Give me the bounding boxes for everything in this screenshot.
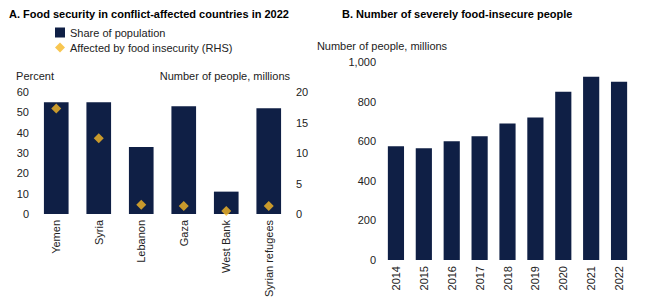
svg-text:2015: 2015 bbox=[418, 266, 430, 290]
svg-text:2014: 2014 bbox=[390, 266, 402, 290]
svg-text:0: 0 bbox=[370, 254, 376, 266]
svg-text:Lebanon: Lebanon bbox=[135, 220, 147, 263]
svg-text:50: 50 bbox=[17, 106, 29, 118]
svg-text:Number of people, millions: Number of people, millions bbox=[317, 40, 448, 52]
svg-text:20: 20 bbox=[17, 167, 29, 179]
svg-text:0: 0 bbox=[23, 208, 29, 220]
svg-text:A. Food security in conflict-a: A. Food security in conflict-affected co… bbox=[9, 8, 289, 20]
svg-text:20: 20 bbox=[296, 86, 308, 98]
svg-text:West Bank: West Bank bbox=[220, 220, 232, 273]
svg-text:15: 15 bbox=[296, 117, 308, 129]
svg-text:5: 5 bbox=[296, 178, 302, 190]
svg-text:200: 200 bbox=[358, 214, 376, 226]
svg-text:40: 40 bbox=[17, 127, 29, 139]
svg-text:2016: 2016 bbox=[446, 266, 458, 290]
svg-text:2018: 2018 bbox=[502, 266, 514, 290]
svg-text:Syrian refugees: Syrian refugees bbox=[263, 220, 275, 298]
svg-text:60: 60 bbox=[17, 86, 29, 98]
svg-text:Affected by food insecurity (R: Affected by food insecurity (RHS) bbox=[70, 42, 232, 54]
svg-text:Gaza: Gaza bbox=[178, 219, 190, 246]
svg-text:10: 10 bbox=[296, 147, 308, 159]
svg-text:Syria: Syria bbox=[93, 219, 105, 245]
svg-text:2020: 2020 bbox=[557, 266, 569, 290]
svg-text:2017: 2017 bbox=[474, 266, 486, 290]
svg-text:2019: 2019 bbox=[529, 266, 541, 290]
svg-text:B. Number of severely food-ins: B. Number of severely food-insecure peop… bbox=[342, 8, 572, 20]
svg-text:800: 800 bbox=[358, 96, 376, 108]
svg-text:Percent: Percent bbox=[16, 70, 54, 82]
svg-text:600: 600 bbox=[358, 135, 376, 147]
svg-text:Yemen: Yemen bbox=[50, 220, 62, 254]
svg-text:10: 10 bbox=[17, 188, 29, 200]
svg-text:30: 30 bbox=[17, 147, 29, 159]
svg-text:2021: 2021 bbox=[585, 266, 597, 290]
svg-text:400: 400 bbox=[358, 175, 376, 187]
svg-text:2022: 2022 bbox=[613, 266, 625, 290]
svg-text:0: 0 bbox=[296, 208, 302, 220]
svg-text:Number of people, millions: Number of people, millions bbox=[160, 70, 291, 82]
svg-text:1,000: 1,000 bbox=[348, 56, 376, 68]
svg-text:Share of population: Share of population bbox=[70, 27, 165, 39]
